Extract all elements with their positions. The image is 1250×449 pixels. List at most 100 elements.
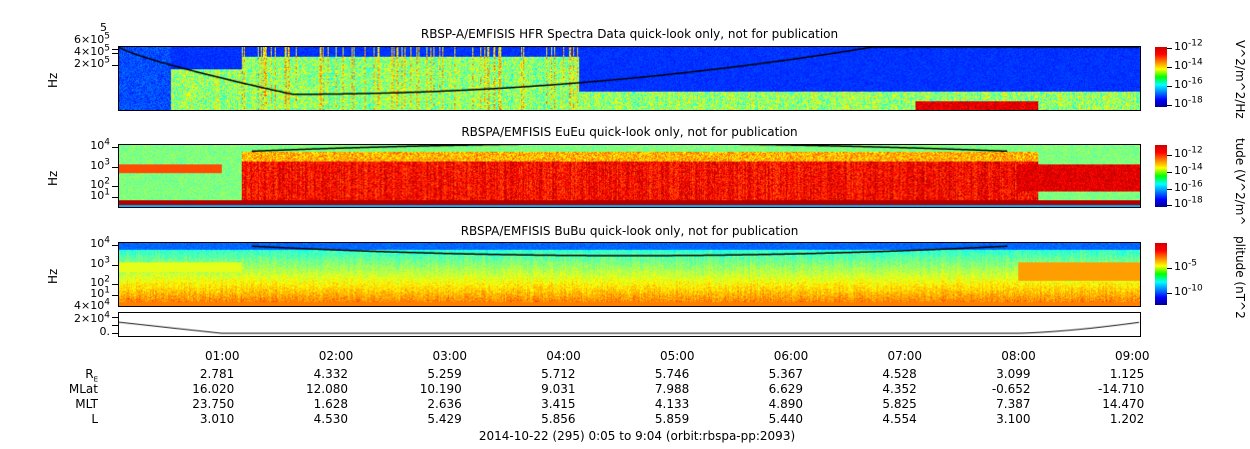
x-tick-label: 01:00 (204, 349, 240, 363)
ephemeris-row-label: RE (85, 367, 98, 384)
y-tick-label: 104 (90, 137, 110, 152)
tick-mark (1167, 293, 1172, 294)
tick-mark (112, 49, 118, 50)
ephemeris-value: 4.890 (768, 397, 804, 411)
ephemeris-value: 6.629 (768, 382, 804, 396)
tick-mark (1167, 105, 1172, 106)
colorbar-tick-label: 10-5 (1174, 258, 1197, 273)
eueu-spectrogram (118, 144, 1141, 208)
tick-mark (1167, 172, 1172, 173)
tick-mark (112, 284, 118, 285)
tick-mark (1167, 155, 1172, 156)
ephemeris-value: 5.712 (541, 367, 576, 381)
ephemeris-value: 2.781 (199, 367, 235, 381)
colorbar-tick-label: 10-12 (1174, 145, 1203, 160)
ephemeris-value: 4.554 (882, 412, 917, 426)
tick-mark (112, 186, 118, 187)
tick-mark (1167, 189, 1172, 190)
panel3-title: RBSPA/EMFISIS BuBu quick-look only, not … (460, 224, 799, 238)
ephemeris-value: 1.202 (1109, 412, 1145, 426)
y-tick-label: 101 (90, 285, 110, 300)
tick-mark (1167, 86, 1172, 87)
ephemeris-value: 4.528 (882, 367, 917, 381)
tick-mark (112, 317, 118, 318)
ephemeris-value: -0.652 (991, 382, 1031, 396)
ephemeris-value: 14.470 (1102, 397, 1145, 411)
tick-mark (112, 265, 118, 266)
ephemeris-value: 5.746 (654, 367, 690, 381)
y-tick-label: 2×105 (74, 55, 110, 70)
ephemeris-value: 10.190 (419, 382, 462, 396)
tick-mark (112, 333, 118, 334)
colorbar-1-label: V^2/m^2/Hz (1233, 40, 1247, 119)
panel1-ylabel: Hz (46, 72, 60, 88)
y-tick-label: 2×104 (74, 310, 110, 325)
ephemeris-value: 5.440 (768, 412, 804, 426)
x-tick-label: 08:00 (1001, 349, 1036, 363)
ephemeris-value: 5.259 (427, 367, 462, 381)
x-tick-label: 05:00 (659, 349, 695, 363)
x-tick-label: 02:00 (318, 349, 354, 363)
colorbar-tick-label: 10-14 (1174, 57, 1203, 72)
tick-mark (112, 325, 118, 326)
colorbar-tick-label: 10-14 (1174, 162, 1203, 177)
ephemeris-value: 3.099 (996, 367, 1031, 381)
y-tick-label: 102 (90, 176, 110, 191)
colorbar-2-label: tude (V^2/m^ (1233, 138, 1247, 226)
ephemeris-value: 5.825 (882, 397, 917, 411)
y-tick-label: 104 (90, 235, 110, 250)
colorbar-tick-label: 10-18 (1174, 195, 1203, 210)
ephemeris-value: 5.859 (654, 412, 690, 426)
y-tick-label: 6×105 (74, 31, 110, 46)
colorbar-tick-label: 10-18 (1174, 95, 1203, 110)
ephemeris-value: 4.133 (654, 397, 690, 411)
ephemeris-value: 23.750 (192, 397, 235, 411)
tick-mark (112, 295, 118, 296)
colorbar-tick-label: 10-10 (1174, 283, 1203, 298)
colorbar-tick-label: 10-16 (1174, 179, 1203, 194)
tick-mark (112, 167, 118, 168)
x-tick-label: 07:00 (887, 349, 923, 363)
y-tick-label: 0. (99, 325, 111, 338)
y-tick-label: 5 (100, 21, 107, 34)
tick-mark (112, 245, 118, 246)
ephemeris-value: 9.031 (541, 382, 576, 396)
y-tick-label: 102 (90, 274, 110, 289)
ephemeris-row-label: L (91, 412, 98, 426)
tick-mark (112, 65, 118, 66)
tick-mark (1167, 205, 1172, 206)
ephemeris-value: 4.352 (882, 382, 917, 396)
panel1-title: RBSP-A/EMFISIS HFR Spectra Data quick-lo… (420, 27, 839, 41)
ephemeris-value: 5.367 (768, 367, 804, 381)
tick-mark (112, 53, 118, 54)
ephemeris-value: 4.332 (313, 367, 349, 381)
footer-time-range: 2014-10-22 (295) 0:05 to 9:04 (orbit:rbs… (478, 429, 796, 443)
tick-mark (112, 147, 118, 148)
ephemeris-value: 4.530 (313, 412, 349, 426)
x-tick-label: 09:00 (1114, 349, 1150, 363)
colorbar-2 (1155, 145, 1167, 207)
y-tick-label: 103 (90, 157, 110, 172)
ephemeris-value: 5.429 (427, 412, 462, 426)
line-panel (118, 312, 1141, 337)
tick-mark (112, 197, 118, 198)
y-tick-label: 103 (90, 255, 110, 270)
bubu-spectrogram (118, 242, 1141, 307)
ephemeris-row-label: MLat (68, 382, 98, 396)
hfr-spectrogram (118, 46, 1141, 111)
y-tick-label: 4×104 (74, 297, 110, 312)
tick-mark (1167, 48, 1172, 49)
ephemeris-row-label: MLT (75, 397, 98, 411)
x-tick-label: 06:00 (773, 349, 809, 363)
ephemeris-value: 7.988 (654, 382, 690, 396)
colorbar-tick-label: 10-12 (1174, 38, 1203, 53)
ephemeris-value: 2.636 (427, 397, 462, 411)
ephemeris-value: 7.387 (996, 397, 1031, 411)
ephemeris-value: 16.020 (192, 382, 235, 396)
ephemeris-value: -14.710 (1097, 382, 1145, 396)
ephemeris-value: 12.080 (306, 382, 349, 396)
colorbar-3 (1155, 243, 1167, 305)
ephemeris-value: 3.010 (199, 412, 235, 426)
ephemeris-value: 5.856 (541, 412, 576, 426)
